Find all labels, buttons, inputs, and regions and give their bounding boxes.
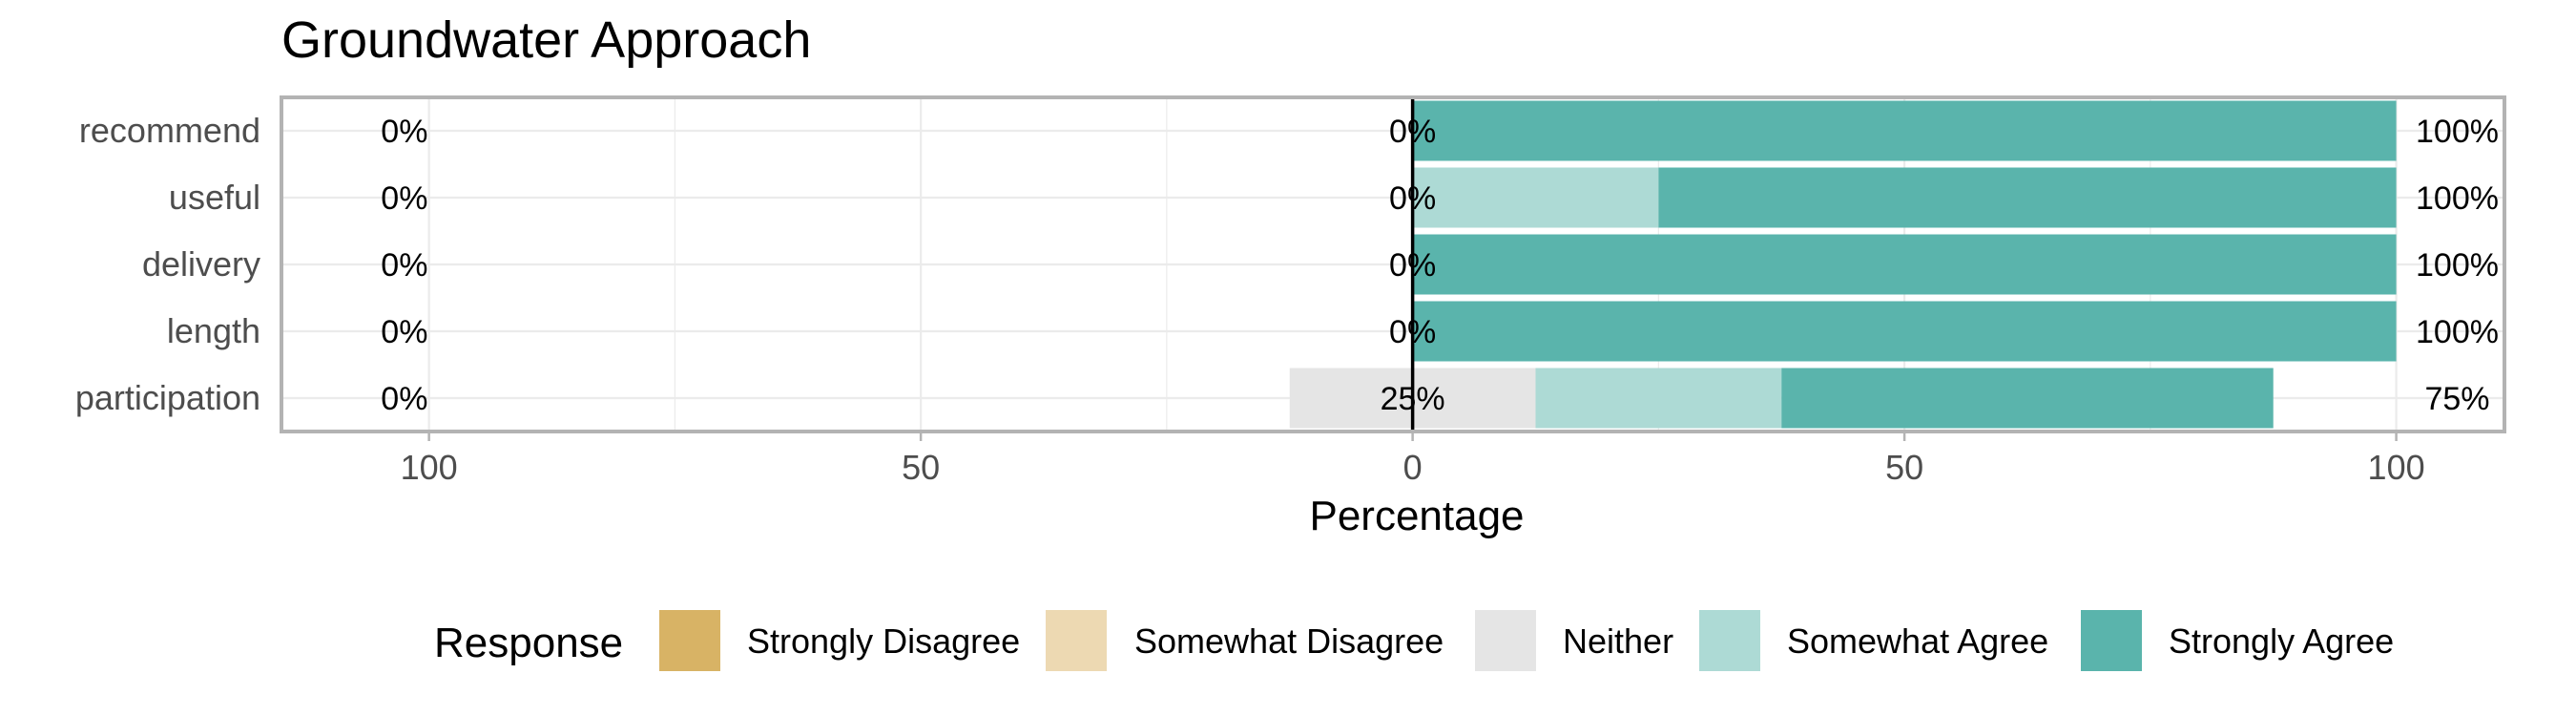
bar-strongly-agree	[1412, 100, 2397, 161]
x-tick-label: 50	[902, 448, 940, 487]
x-axis-title: Percentage	[1309, 493, 1524, 539]
right-percent-label: 100%	[2416, 114, 2499, 150]
category-label: recommend	[79, 111, 260, 150]
legend-swatch-neither	[1473, 608, 1538, 673]
legend-label-strongly-disagree: Strongly Disagree	[747, 621, 1020, 661]
legend-title: Response	[434, 620, 623, 666]
right-percent-label: 75%	[2424, 381, 2489, 417]
left-percent-label: 0%	[381, 381, 427, 417]
category-label: participation	[75, 378, 260, 417]
panel-border	[280, 95, 2506, 433]
category-label: length	[167, 311, 260, 350]
legend-label-somewhat-agree: Somewhat Agree	[1787, 621, 2048, 661]
axis-layer: 100 50 0 50 100	[280, 95, 2506, 487]
right-percent-label: 100%	[2416, 180, 2499, 217]
bar-somewhat-agree	[1412, 167, 1659, 228]
left-percent-label: 0%	[381, 114, 427, 150]
legend-label-neither: Neither	[1563, 621, 1673, 661]
bar-strongly-agree	[1412, 301, 2397, 362]
bar-somewhat-agree	[1535, 368, 1782, 429]
x-tick-label: 50	[1885, 448, 1923, 487]
left-percent-label: 0%	[381, 247, 427, 284]
legend-swatch-somewhat-agree	[1697, 608, 1762, 673]
x-tick-label: 0	[1403, 448, 1423, 487]
legend-swatch-strongly-disagree	[657, 608, 722, 673]
legend-label-somewhat-disagree: Somewhat Disagree	[1134, 621, 1444, 661]
category-label: useful	[169, 178, 260, 217]
x-tick-label: 100	[401, 448, 458, 487]
legend: Response Strongly Disagree Somewhat Disag…	[434, 608, 2394, 673]
left-percent-label: 0%	[381, 314, 427, 350]
labels-layer: recommend 0% 0% 100% useful 0% 0% 100% delivery 0…	[75, 111, 2499, 417]
right-percent-label: 100%	[2416, 247, 2499, 284]
bar-strongly-agree	[1412, 234, 2397, 295]
legend-swatch-strongly-agree	[2079, 608, 2144, 673]
bars-layer	[1289, 100, 2397, 429]
legend-label-strongly-agree: Strongly Agree	[2169, 621, 2394, 661]
legend-swatch-somewhat-disagree	[1044, 608, 1109, 673]
bar-strongly-agree	[1658, 167, 2397, 228]
x-tick-label: 100	[2368, 448, 2425, 487]
right-percent-label: 100%	[2416, 314, 2499, 350]
chart-title: Groundwater Approach	[281, 11, 811, 69]
category-label: delivery	[142, 244, 260, 284]
bar-strongly-agree	[1781, 368, 2274, 429]
left-percent-label: 0%	[381, 180, 427, 217]
